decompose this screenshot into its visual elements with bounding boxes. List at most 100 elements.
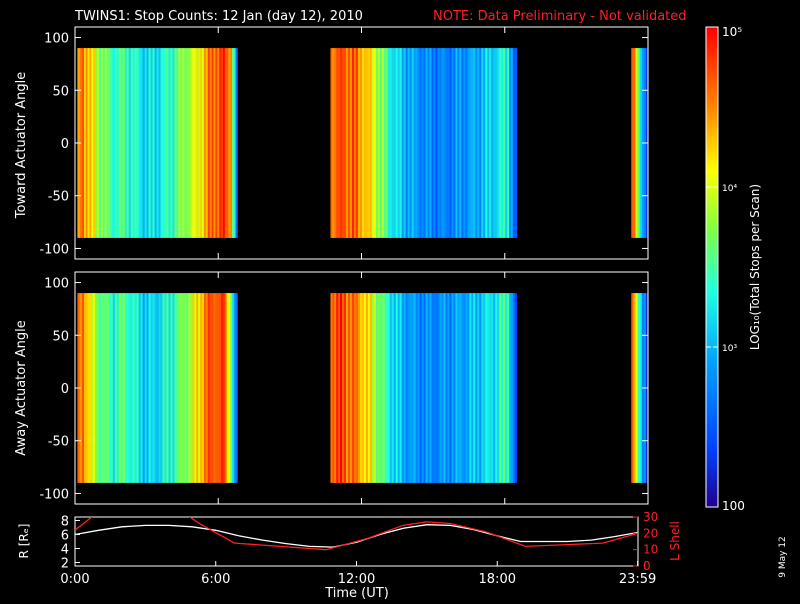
heatmap-column [100,48,104,238]
heatmap-column [459,48,462,238]
heatmap-column [407,48,411,238]
heatmap-column [481,48,484,238]
heatmap-column [379,293,383,483]
heatmap-column [433,293,436,483]
heatmap-column [118,48,122,238]
heatmap-column [136,293,140,483]
heatmap-column [441,48,444,238]
heatmap-column [481,293,484,483]
r-tick-label: 2 [61,557,69,572]
heatmap-column [338,293,341,483]
heatmap-column [152,293,155,483]
heatmap-column [477,293,480,483]
heatmap-column [223,48,226,238]
heatmap-column [391,293,395,483]
heatmap-column [391,48,395,238]
heatmap-column [340,293,343,483]
heatmap-column [336,293,339,483]
heatmap-column [411,48,415,238]
y-tick-label: 100 [44,32,69,47]
heatmap-column [96,293,100,483]
heatmap-column [387,293,391,483]
heatmap-column [221,293,224,483]
heatmap-column [114,293,118,483]
heatmap-column [79,293,83,483]
heatmap-column [441,293,444,483]
heatmap-column [164,293,167,483]
r-tick-label: 4 [61,543,69,558]
heatmap-column [447,293,450,483]
heatmap-column [395,293,399,483]
heatmap-column [427,293,430,483]
heatmap-column [405,48,409,238]
heatmap-column [381,48,385,238]
heatmap-column [357,293,361,483]
heatmap-column [461,48,464,238]
heatmap-column [355,293,359,483]
heatmap-column [403,48,407,238]
colorbar-tick-label: 10⁴ [722,184,737,194]
y-tick-label: -50 [48,435,69,450]
heatmap-column [213,293,216,483]
heatmap-column [637,293,641,483]
heatmap-column [85,293,88,483]
heatmap-column [110,48,114,238]
heatmap-column [489,48,492,238]
heatmap-column [473,293,476,483]
heatmap-column [479,48,482,238]
heatmap-column [332,293,335,483]
heatmap-column [639,48,643,238]
toward-heatmap [77,48,648,238]
heatmap-column [461,293,464,483]
heatmap-column [383,48,387,238]
heatmap-column [635,48,638,238]
heatmap-column [178,48,181,238]
heatmap-column [413,293,417,483]
heatmap-column [213,48,216,238]
heatmap-column [491,293,494,483]
heatmap-column [633,48,636,238]
lshell-tick-label: 10 [643,543,658,557]
heatmap-column [361,48,365,238]
heatmap-column [198,48,201,238]
heatmap-column [82,293,85,483]
heatmap-column [209,293,212,483]
heatmap-column [138,293,142,483]
heatmap-column [168,48,171,238]
heatmap-column [211,293,214,483]
heatmap-column [112,293,116,483]
heatmap-column [475,48,478,238]
heatmap-column [140,48,144,238]
heatmap-column [429,293,432,483]
heatmap-column [419,293,422,483]
heatmap-column [437,48,440,238]
heatmap-column [160,48,163,238]
lshell-line [75,517,638,551]
heatmap-column [156,293,159,483]
heatmap-column [514,48,518,238]
heatmap-column [505,293,508,483]
heatmap-column [443,48,446,238]
heatmap-column [507,48,510,238]
heatmap-column [637,48,641,238]
away-heatmap [77,293,648,483]
heatmap-column [375,293,379,483]
heatmap-column [200,48,203,238]
heatmap-column [445,293,448,483]
lshell-tick-label: 20 [643,526,658,540]
heatmap-column [467,293,470,483]
heatmap-column [369,293,373,483]
heatmap-column [338,48,341,238]
heatmap-column [475,293,478,483]
heatmap-column [98,293,102,483]
heatmap-column [385,293,389,483]
heatmap-column [142,48,146,238]
heatmap-column [343,48,347,238]
heatmap-column [128,293,132,483]
heatmap-column [144,48,148,238]
away-angle-panel: 100 50 0 -50 -100 Away Actuator Angle [14,271,649,505]
heatmap-column [172,293,175,483]
heatmap-column [87,293,90,483]
heatmap-column [421,293,424,483]
heatmap-column [385,48,389,238]
